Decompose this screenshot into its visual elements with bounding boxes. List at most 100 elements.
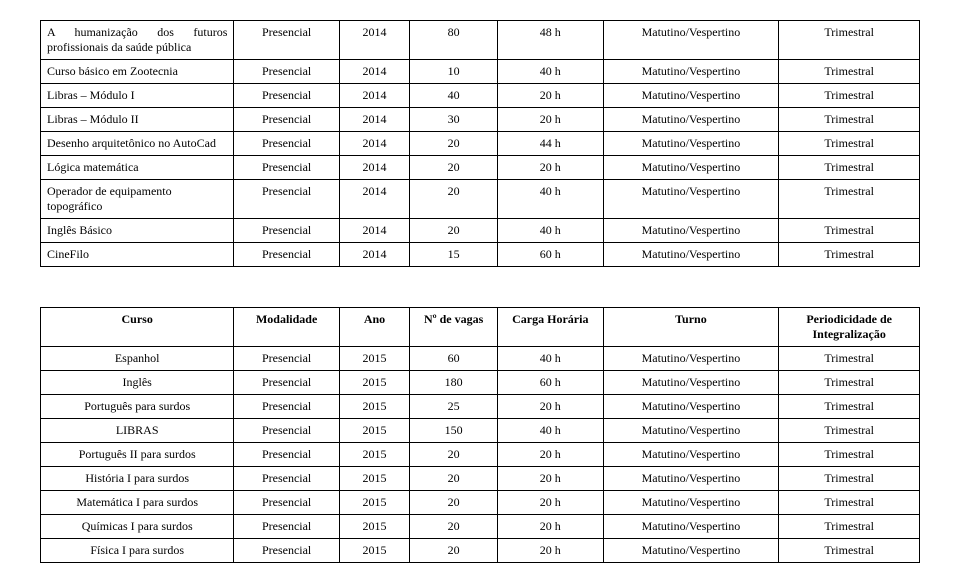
table-row: Químicas I para surdosPresencial20152020… <box>41 515 920 539</box>
cell-turno: Matutino/Vespertino <box>603 419 779 443</box>
cell-turno: Matutino/Vespertino <box>603 21 779 60</box>
cell-turno: Matutino/Vespertino <box>603 395 779 419</box>
cell-ano: 2014 <box>339 132 409 156</box>
cell-curso: Física I para surdos <box>41 539 234 563</box>
cell-carga: 20 h <box>498 467 603 491</box>
cell-vagas: 25 <box>410 395 498 419</box>
cell-period: Trimestral <box>779 395 920 419</box>
cell-ano: 2015 <box>339 467 409 491</box>
cell-ano: 2015 <box>339 419 409 443</box>
cell-modalidade: Presencial <box>234 156 339 180</box>
table-row: InglêsPresencial201518060 hMatutino/Vesp… <box>41 371 920 395</box>
cell-vagas: 20 <box>410 443 498 467</box>
cell-modalidade: Presencial <box>234 347 339 371</box>
cell-turno: Matutino/Vespertino <box>603 60 779 84</box>
header-period: Periodicidade de Integralização <box>779 308 920 347</box>
cell-ano: 2015 <box>339 347 409 371</box>
cell-vagas: 150 <box>410 419 498 443</box>
cell-carga: 20 h <box>498 395 603 419</box>
cell-modalidade: Presencial <box>234 515 339 539</box>
cell-period: Trimestral <box>779 371 920 395</box>
cell-ano: 2015 <box>339 515 409 539</box>
header-vagas: Nº de vagas <box>410 308 498 347</box>
cell-modalidade: Presencial <box>234 395 339 419</box>
cell-carga: 20 h <box>498 491 603 515</box>
cell-turno: Matutino/Vespertino <box>603 371 779 395</box>
cell-carga: 20 h <box>498 108 603 132</box>
cell-turno: Matutino/Vespertino <box>603 443 779 467</box>
cell-curso: Libras – Módulo II <box>41 108 234 132</box>
cell-period: Trimestral <box>779 539 920 563</box>
courses-table-1: A humanização dos futuros profissionais … <box>40 20 920 267</box>
cell-modalidade: Presencial <box>234 419 339 443</box>
cell-modalidade: Presencial <box>234 108 339 132</box>
cell-period: Trimestral <box>779 219 920 243</box>
cell-carga: 40 h <box>498 60 603 84</box>
cell-period: Trimestral <box>779 132 920 156</box>
header-curso: Curso <box>41 308 234 347</box>
table-row: Libras – Módulo IPresencial20144020 hMat… <box>41 84 920 108</box>
table-row: Curso básico em ZootecniaPresencial20141… <box>41 60 920 84</box>
cell-curso: A humanização dos futuros profissionais … <box>41 21 234 60</box>
cell-period: Trimestral <box>779 84 920 108</box>
cell-modalidade: Presencial <box>234 132 339 156</box>
header-turno: Turno <box>603 308 779 347</box>
cell-ano: 2014 <box>339 180 409 219</box>
cell-period: Trimestral <box>779 443 920 467</box>
cell-ano: 2015 <box>339 491 409 515</box>
cell-carga: 20 h <box>498 515 603 539</box>
cell-modalidade: Presencial <box>234 219 339 243</box>
cell-carga: 40 h <box>498 419 603 443</box>
cell-modalidade: Presencial <box>234 539 339 563</box>
cell-turno: Matutino/Vespertino <box>603 243 779 267</box>
cell-curso: Operador de equipamento topográfico <box>41 180 234 219</box>
cell-ano: 2014 <box>339 219 409 243</box>
header-carga: Carga Horária <box>498 308 603 347</box>
cell-carga: 60 h <box>498 371 603 395</box>
cell-vagas: 80 <box>410 21 498 60</box>
cell-modalidade: Presencial <box>234 21 339 60</box>
cell-turno: Matutino/Vespertino <box>603 515 779 539</box>
cell-modalidade: Presencial <box>234 491 339 515</box>
table-row: Operador de equipamento topográficoPrese… <box>41 180 920 219</box>
cell-ano: 2014 <box>339 243 409 267</box>
cell-vagas: 20 <box>410 515 498 539</box>
cell-vagas: 20 <box>410 539 498 563</box>
cell-carga: 40 h <box>498 180 603 219</box>
table-header-row: Curso Modalidade Ano Nº de vagas Carga H… <box>41 308 920 347</box>
table-row: História I para surdosPresencial20152020… <box>41 467 920 491</box>
cell-period: Trimestral <box>779 515 920 539</box>
cell-curso: Espanhol <box>41 347 234 371</box>
cell-turno: Matutino/Vespertino <box>603 156 779 180</box>
cell-vagas: 20 <box>410 219 498 243</box>
cell-modalidade: Presencial <box>234 467 339 491</box>
cell-ano: 2015 <box>339 371 409 395</box>
cell-period: Trimestral <box>779 108 920 132</box>
cell-curso: Químicas I para surdos <box>41 515 234 539</box>
cell-ano: 2015 <box>339 539 409 563</box>
cell-period: Trimestral <box>779 347 920 371</box>
cell-carga: 48 h <box>498 21 603 60</box>
table-row: Física I para surdosPresencial20152020 h… <box>41 539 920 563</box>
cell-turno: Matutino/Vespertino <box>603 491 779 515</box>
cell-curso: Lógica matemática <box>41 156 234 180</box>
cell-period: Trimestral <box>779 180 920 219</box>
cell-curso: Português para surdos <box>41 395 234 419</box>
table-row: EspanholPresencial20156040 hMatutino/Ves… <box>41 347 920 371</box>
cell-turno: Matutino/Vespertino <box>603 180 779 219</box>
cell-ano: 2015 <box>339 395 409 419</box>
cell-turno: Matutino/Vespertino <box>603 219 779 243</box>
cell-vagas: 180 <box>410 371 498 395</box>
courses-table-2: Curso Modalidade Ano Nº de vagas Carga H… <box>40 307 920 563</box>
cell-curso: CineFilo <box>41 243 234 267</box>
cell-carga: 40 h <box>498 219 603 243</box>
cell-modalidade: Presencial <box>234 443 339 467</box>
table-row: A humanização dos futuros profissionais … <box>41 21 920 60</box>
cell-carga: 44 h <box>498 132 603 156</box>
cell-vagas: 10 <box>410 60 498 84</box>
cell-carga: 20 h <box>498 156 603 180</box>
cell-vagas: 20 <box>410 132 498 156</box>
table-row: Desenho arquitetônico no AutoCadPresenci… <box>41 132 920 156</box>
cell-vagas: 40 <box>410 84 498 108</box>
table-row: CineFiloPresencial20141560 hMatutino/Ves… <box>41 243 920 267</box>
